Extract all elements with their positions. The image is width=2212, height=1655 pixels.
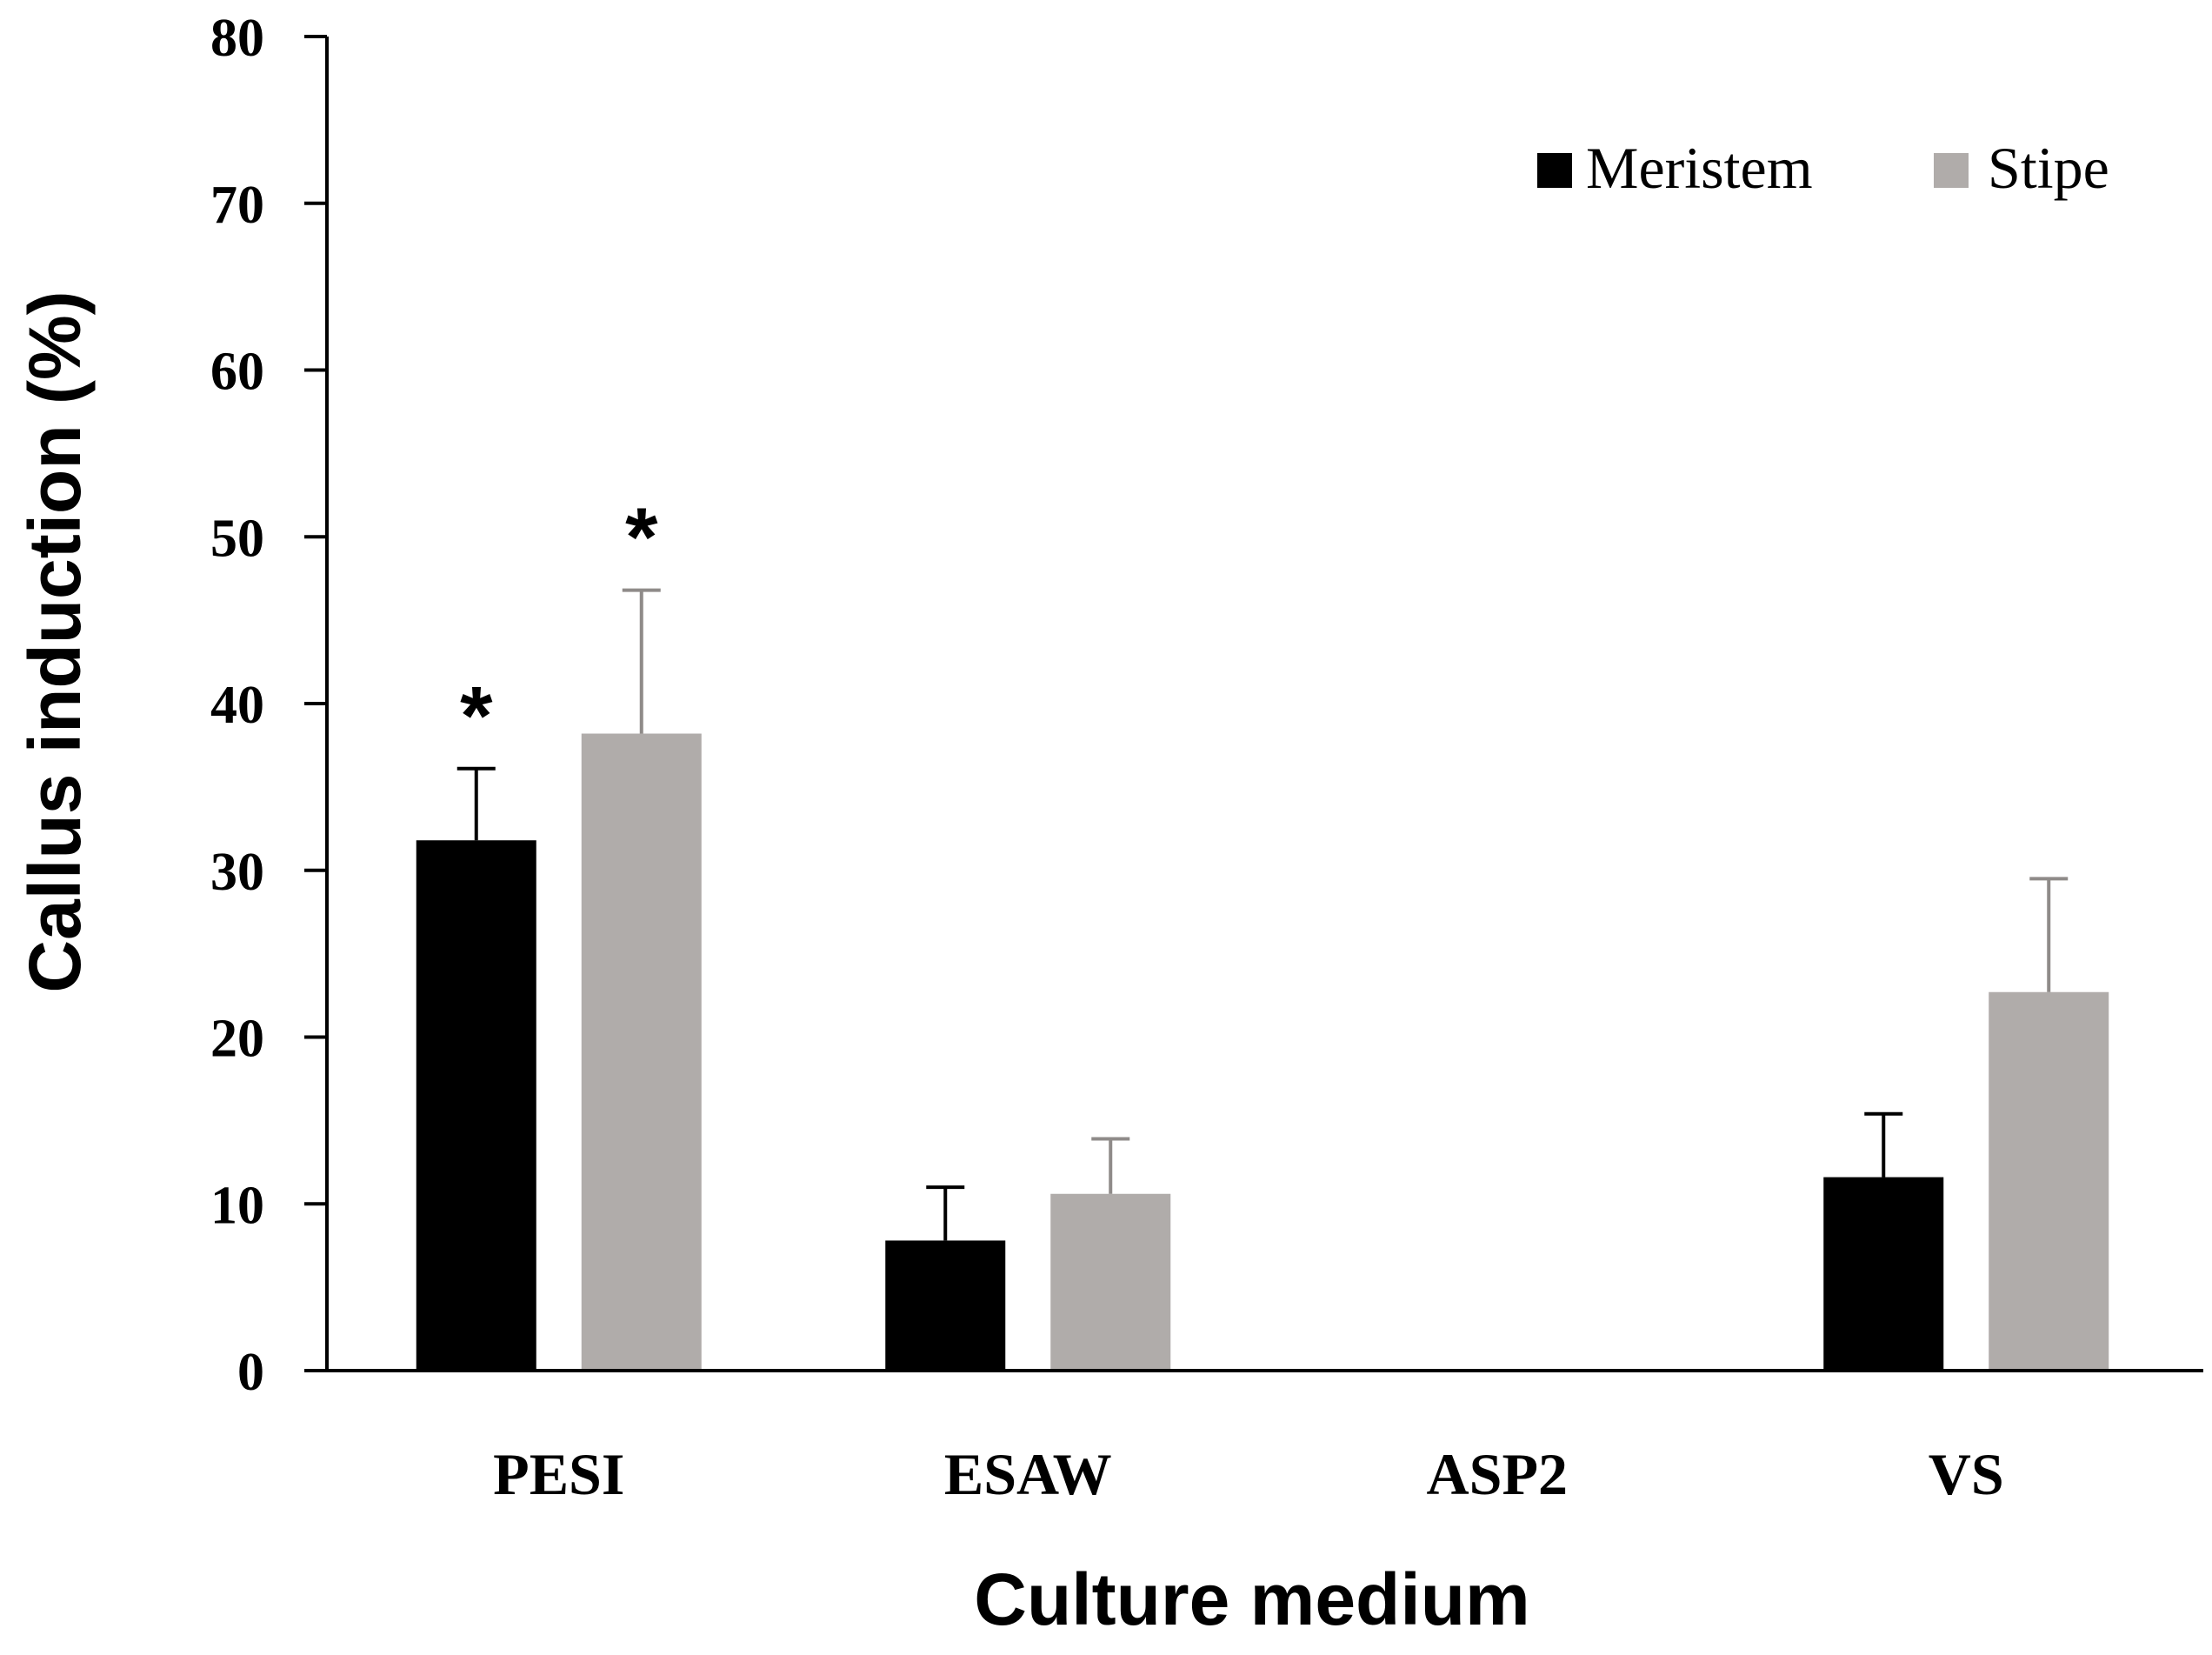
error-bars: ** [456, 491, 2069, 1241]
legend-swatch-meristem [1537, 153, 1572, 188]
y-tick-label: 50 [210, 509, 264, 568]
x-tick-label: PESI [493, 1441, 624, 1507]
x-tick-label: VS [1929, 1441, 2004, 1507]
legend-label-meristem: Meristem [1586, 135, 1813, 201]
x-tick-label: ESAW [944, 1441, 1112, 1507]
bar-meristem-pesi [416, 840, 536, 1371]
y-tick-label: 20 [210, 1010, 264, 1069]
bars [416, 733, 2109, 1371]
y-tick-label: 80 [210, 9, 264, 68]
significance-marker: * [460, 670, 493, 763]
bar-stipe-esaw [1050, 1193, 1171, 1371]
y-axis-title: Callus induction (%) [14, 290, 96, 992]
significance-marker: * [625, 491, 658, 584]
x-axis: PESI ESAW ASP2 VS [327, 1369, 2203, 1507]
y-tick-label: 40 [210, 676, 264, 735]
y-tick-label: 30 [210, 843, 264, 902]
y-tick-label: 70 [210, 176, 264, 235]
x-tick-label: ASP2 [1427, 1441, 1568, 1507]
bar-stipe-vs [1989, 991, 2109, 1371]
bar-stipe-pesi [581, 733, 702, 1371]
y-tick-label: 0 [237, 1343, 264, 1402]
legend: Meristem Stipe [1537, 135, 2109, 201]
bar-meristem-esaw [885, 1240, 1006, 1371]
legend-swatch-stipe [1934, 153, 1969, 188]
bar-meristem-vs [1823, 1177, 1944, 1371]
y-tick-label: 10 [210, 1176, 264, 1235]
x-axis-title: Culture medium [974, 1558, 1529, 1640]
y-tick-label: 60 [210, 343, 264, 402]
y-axis: 0 10 20 30 40 50 60 70 80 [210, 9, 329, 1402]
legend-label-stipe: Stipe [1988, 135, 2109, 201]
